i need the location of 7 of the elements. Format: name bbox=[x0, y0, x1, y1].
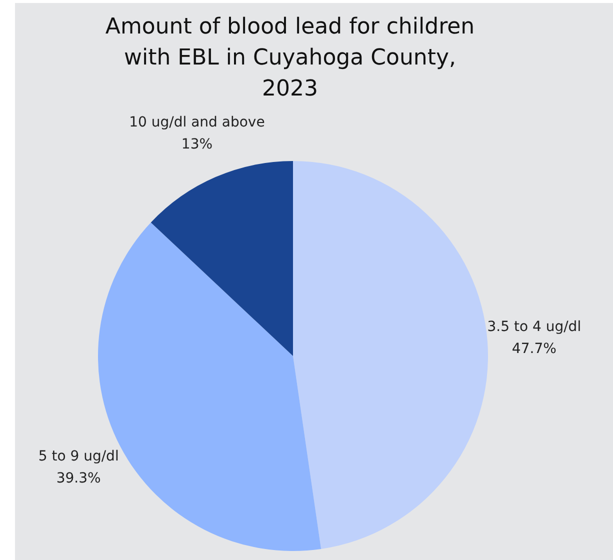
data-label: 47.7% bbox=[512, 341, 556, 358]
slice-label: 10 ug/dl and above bbox=[129, 114, 265, 131]
slice-label: 5 to 9 ug/dl bbox=[38, 448, 119, 464]
data-label: 39.3% bbox=[56, 470, 101, 486]
chart-title: Amount of blood lead for children with EBL in Cuyahoga County, 2023 bbox=[105, 14, 475, 102]
data-label: 13% bbox=[181, 136, 213, 153]
slice-label: 3.5 to 4 ug/dl bbox=[487, 319, 582, 336]
